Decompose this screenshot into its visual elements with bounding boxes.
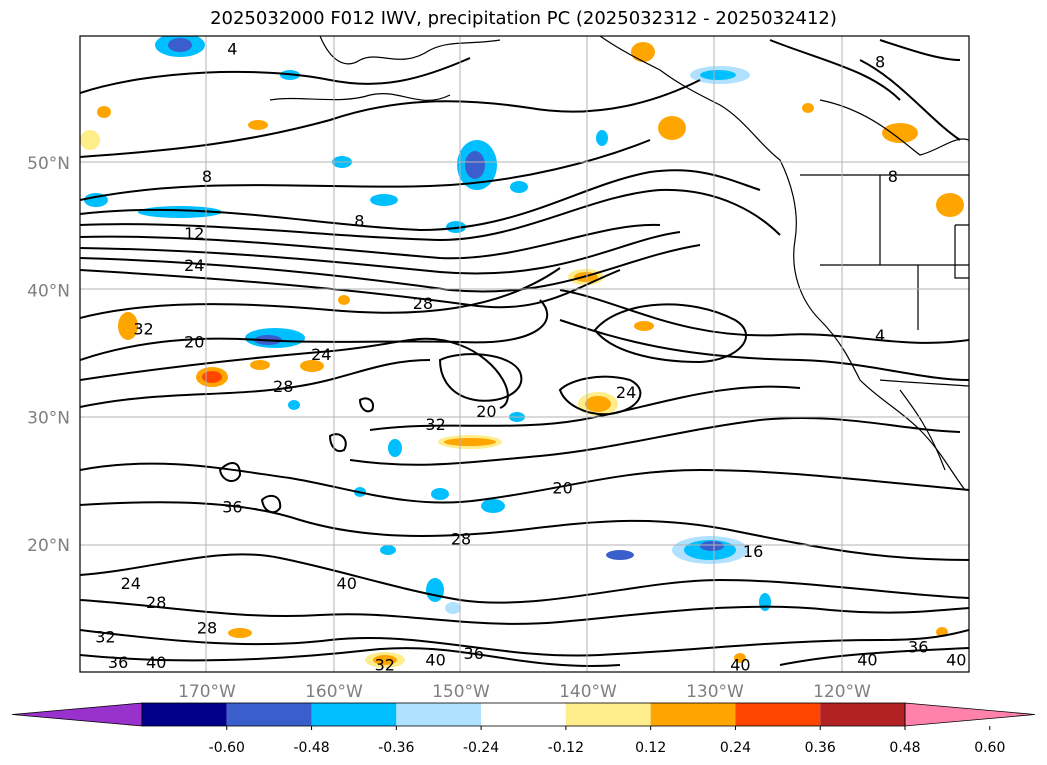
contour-label: 40 <box>857 650 877 669</box>
lat-label: 40°N <box>27 281 70 301</box>
precip-shading <box>80 36 964 668</box>
contour-label: 20 <box>184 332 204 351</box>
colorbar-swatch <box>735 703 821 726</box>
contour-label: 36 <box>222 498 242 517</box>
contour-label: 8 <box>875 52 885 71</box>
contour-label: 36 <box>108 653 128 672</box>
contour-label: 28 <box>413 294 433 313</box>
contour-label: 36 <box>908 638 928 657</box>
contour-label: 8 <box>202 167 212 186</box>
contour-label: 8 <box>888 167 898 186</box>
colorbar-tick-label: 0.24 <box>720 740 751 756</box>
contour-label: 40 <box>730 655 750 674</box>
colorbar-tick-label: -0.60 <box>209 740 245 756</box>
coastlines <box>269 36 969 491</box>
lon-label: 170°W <box>178 682 236 702</box>
contour-label: 32 <box>133 320 153 339</box>
lat-label: 30°N <box>27 409 70 429</box>
colorbar-tick-label: 0.36 <box>805 740 836 756</box>
contour-label: 24 <box>184 256 204 275</box>
colorbar-swatch <box>481 703 566 726</box>
colorbar <box>11 702 1036 727</box>
contour-label: 24 <box>616 383 636 402</box>
lon-label: 120°W <box>813 682 871 702</box>
colorbar-tick-label: -0.24 <box>463 740 499 756</box>
colorbar-tick-label: -0.12 <box>548 740 584 756</box>
contour-label: 28 <box>273 377 293 396</box>
contour-label: 32 <box>375 655 395 674</box>
colorbar-tick-label: -0.48 <box>293 740 329 756</box>
lat-label: 50°N <box>27 154 70 174</box>
contour-label: 32 <box>95 627 115 646</box>
contour-label: 40 <box>425 650 445 669</box>
colorbar-tick-labels: -0.60 -0.48 -0.36 -0.24 -0.12 0.12 0.24 0.36 0.4… <box>209 726 1005 756</box>
contour-label: 20 <box>476 402 496 421</box>
contour-label: 12 <box>184 224 204 243</box>
lon-label: 160°W <box>305 682 363 702</box>
colorbar-outline <box>141 702 906 727</box>
contour-label: 16 <box>743 542 763 561</box>
contour-label: 40 <box>337 574 357 593</box>
colorbar-swatch <box>142 703 227 726</box>
colorbar-swatch <box>311 703 397 726</box>
contour-label: 36 <box>464 644 484 663</box>
colorbar-extend-low <box>11 702 143 727</box>
contour-label: 28 <box>197 618 217 637</box>
colorbar-swatch <box>226 703 312 726</box>
contour-label: 28 <box>146 593 166 612</box>
contour-label: 8 <box>354 211 364 230</box>
colorbar-tick-label: 0.12 <box>635 740 666 756</box>
contour-label: 40 <box>146 653 166 672</box>
map-frame <box>79 35 970 673</box>
contour-label: 4 <box>227 40 237 59</box>
lon-label: 130°W <box>686 682 744 702</box>
contour-label: 4 <box>875 326 885 345</box>
lon-label: 140°W <box>559 682 617 702</box>
colorbar-tick-label: 0.60 <box>974 740 1005 756</box>
contour-label: 40 <box>946 650 966 669</box>
colorbar-swatch <box>565 703 651 726</box>
colorbar-tick-label: -0.36 <box>378 740 414 756</box>
map-title: 2025032000 F012 IWV, precipitation PC (2… <box>210 8 837 29</box>
lat-label: 20°N <box>27 536 70 556</box>
lon-label: 150°W <box>432 682 490 702</box>
contour-label: 24 <box>121 574 141 593</box>
colorbar-extend-high <box>904 702 1036 727</box>
longitude-labels: 170°W 160°W 150°W 140°W 130°W 120°W <box>178 682 871 702</box>
colorbar-swatch <box>396 703 482 726</box>
map-area: 4 8 8 12 24 28 32 20 24 28 20 24 32 20 36 28 16 40 24 28 28 3… <box>80 36 969 674</box>
gridlines <box>80 36 969 672</box>
latitude-labels: 50°N 40°N 30°N 20°N <box>27 154 70 556</box>
iwv-contours <box>80 39 969 667</box>
contour-label: 28 <box>451 529 471 548</box>
contour-label: 20 <box>552 479 572 498</box>
contour-label: 32 <box>425 415 445 434</box>
contour-labels: 4 8 8 12 24 28 32 20 24 28 20 24 32 20 36 28 16 40 24 28 28 3… <box>95 40 966 674</box>
contour-label: 24 <box>311 345 331 364</box>
colorbar-swatch <box>820 703 905 726</box>
colorbar-swatch <box>650 703 736 726</box>
colorbar-tick-label: 0.48 <box>889 740 920 756</box>
